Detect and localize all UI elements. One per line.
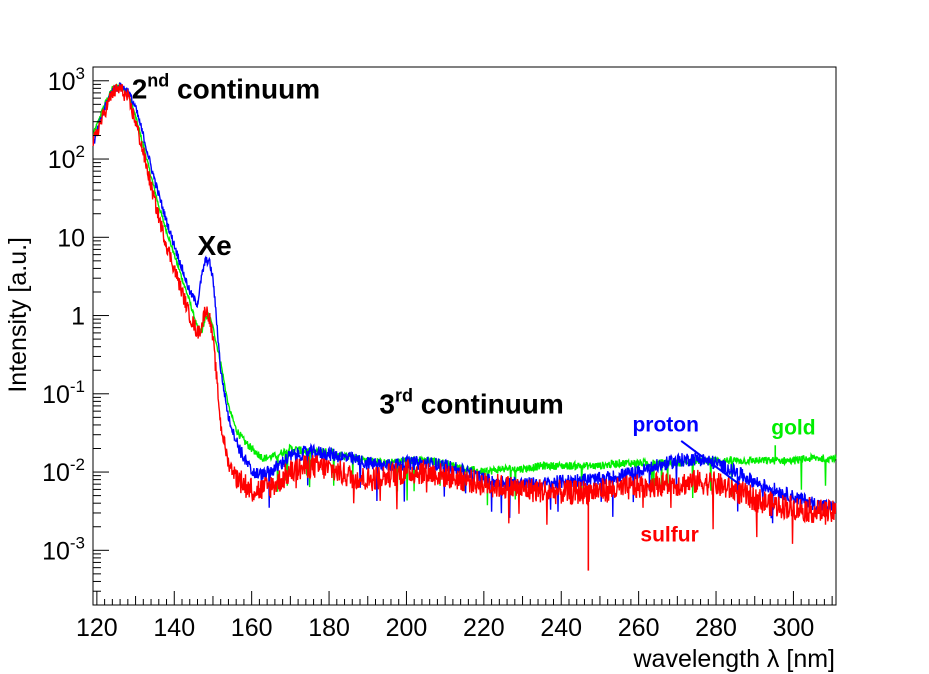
x-tick-label: 300: [773, 614, 815, 642]
series-line-proton: [92, 82, 837, 524]
proton-pointer: [680, 440, 740, 485]
plot-frame: [92, 66, 837, 606]
y-axis: 10-3 10-2 10-1 1 10 102 103: [42, 64, 109, 606]
x-tick-label: 140: [153, 614, 195, 642]
y-tick-label: 10-1: [42, 377, 85, 409]
y-axis-title: Intensity [a.u.]: [4, 237, 32, 393]
text-annotation-2: 3rd continuum: [379, 386, 563, 420]
x-axis: 120 140 160 180 200 220 240 260 280 300: [76, 591, 833, 642]
text-annotation-0: 2nd continuum: [132, 70, 320, 104]
y-tick-label: 10-2: [42, 455, 85, 487]
x-tick-label: 120: [76, 614, 118, 642]
series-line-gold: [92, 82, 837, 506]
series-label-proton: proton: [632, 413, 698, 436]
x-tick-label: 220: [463, 614, 505, 642]
x-tick-label: 280: [695, 614, 737, 642]
x-tick-label: 180: [308, 614, 350, 642]
x-tick-label: 200: [386, 614, 428, 642]
x-tick-label: 260: [618, 614, 660, 642]
series-label-sulfur: sulfur: [640, 523, 698, 546]
y-tick-label: 102: [48, 142, 85, 174]
x-tick-label: 240: [540, 614, 582, 642]
x-tick-label: 160: [231, 614, 273, 642]
y-tick-label: 10: [57, 224, 85, 252]
y-tick-label: 1: [71, 303, 85, 331]
y-tick-label: 103: [48, 64, 85, 96]
series-layer: [92, 82, 837, 571]
text-annotation-1: Xe: [197, 230, 231, 261]
x-axis-title: wavelength λ [nm]: [633, 645, 836, 673]
y-tick-label: 10-3: [42, 533, 85, 565]
series-label-gold: gold: [771, 417, 815, 440]
annotation-layer: gold proton sulfur 2nd continuum Xe 3rd conti…: [132, 70, 816, 546]
series-line-sulfur: [92, 83, 837, 544]
